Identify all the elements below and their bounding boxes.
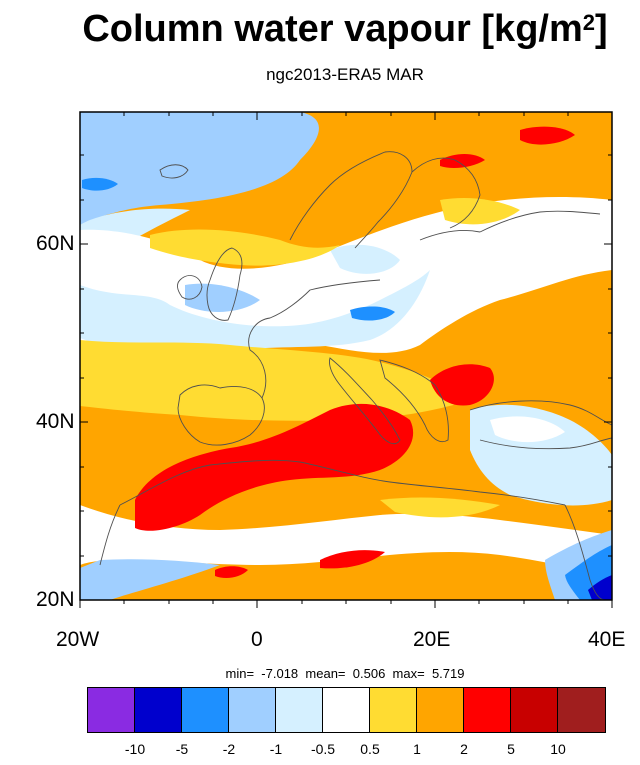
colorbar-swatch [558, 688, 605, 732]
stat-min: -7.018 [261, 666, 299, 681]
colorbar-swatch [276, 688, 323, 732]
chart-subtitle: ngc2013-ERA5 MAR [266, 65, 424, 84]
coastlines [99, 151, 612, 600]
axis-ticks [79, 112, 613, 608]
colorbar-swatch [417, 688, 464, 732]
colorbar-label: -5 [175, 741, 189, 757]
colorbar-swatch [511, 688, 558, 732]
colorbar-swatch [88, 688, 135, 732]
colorbar-label: -2 [222, 741, 236, 757]
stat-mean: 0.506 [352, 666, 386, 681]
colorbar-swatch [229, 688, 276, 732]
map-panel [79, 111, 613, 608]
lat-label-40n: 40N [36, 410, 75, 433]
colorbar-label: 10 [550, 741, 566, 757]
colorbar-label: 5 [507, 741, 515, 757]
lon-label-40e: 40E [588, 628, 626, 651]
lon-label-20w: 20W [56, 628, 100, 651]
colorbar-label: -0.5 [310, 741, 336, 757]
lat-label-20n: 20N [36, 588, 75, 611]
colorbar-label: 1 [413, 741, 421, 757]
chart-title: Column water vapour [kg/m2] [82, 8, 608, 50]
lon-label-20e: 20E [413, 628, 451, 651]
colorbar-swatch [464, 688, 511, 732]
colorbar-swatch [135, 688, 182, 732]
stats-line: min= -7.018 mean= 0.506 max= 5.719 [225, 666, 465, 681]
lon-label-0: 0 [251, 628, 263, 651]
colorbar-label: 0.5 [360, 741, 380, 757]
colorbar-swatch [182, 688, 229, 732]
colorbar-label: -10 [124, 741, 146, 757]
colorbar-label: 2 [460, 741, 468, 757]
colorbar-label: -1 [269, 741, 283, 757]
anomaly-field [80, 112, 612, 600]
stat-max: 5.719 [431, 666, 465, 681]
lat-label-60n: 60N [36, 232, 75, 255]
colorbar [87, 687, 606, 733]
colorbar-swatch [370, 688, 417, 732]
colorbar-swatch [323, 688, 370, 732]
